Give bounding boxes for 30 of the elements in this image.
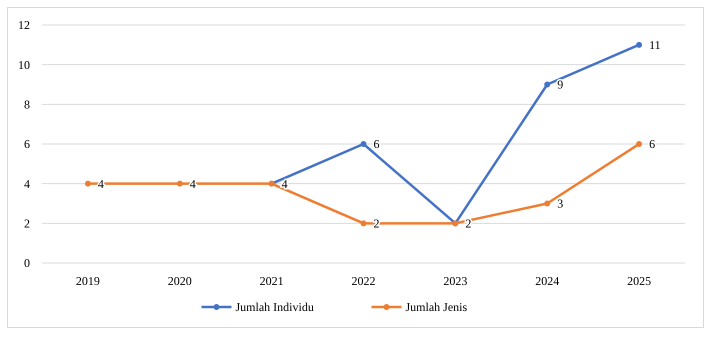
legend-label: Jumlah Jenis — [406, 300, 468, 314]
y-tick-label: 4 — [24, 176, 30, 191]
point — [544, 200, 550, 206]
point — [636, 141, 642, 147]
x-tick-label: 2023 — [443, 274, 468, 288]
point — [84, 180, 91, 187]
y-tick-label: 10 — [18, 58, 30, 72]
point — [360, 141, 366, 147]
y-tick-label: 0 — [24, 256, 30, 270]
data-label: 11 — [649, 38, 661, 52]
point — [544, 82, 550, 88]
y-tick-label: 8 — [24, 98, 30, 112]
x-tick-label: 2021 — [260, 274, 284, 288]
x-tick-label: 2020 — [168, 274, 192, 288]
data-label: 4 — [282, 176, 288, 191]
y-tick-label: 12 — [18, 18, 30, 32]
data-label: 9 — [557, 78, 564, 92]
x-tick-label: 2019 — [76, 274, 100, 288]
point — [360, 220, 366, 226]
x-tick-label: 2024 — [535, 274, 560, 288]
point — [636, 42, 642, 48]
point — [176, 180, 183, 187]
data-label: 6 — [374, 137, 380, 152]
data-label: 3 — [557, 196, 564, 211]
y-tick-label: 6 — [24, 137, 30, 152]
data-label: 6 — [649, 137, 656, 152]
x-tick-label: 2025 — [627, 274, 652, 288]
legend-label: Jumlah Individu — [236, 300, 314, 314]
x-tick-label: 2022 — [352, 274, 376, 288]
y-tick-label: 2 — [24, 216, 30, 231]
